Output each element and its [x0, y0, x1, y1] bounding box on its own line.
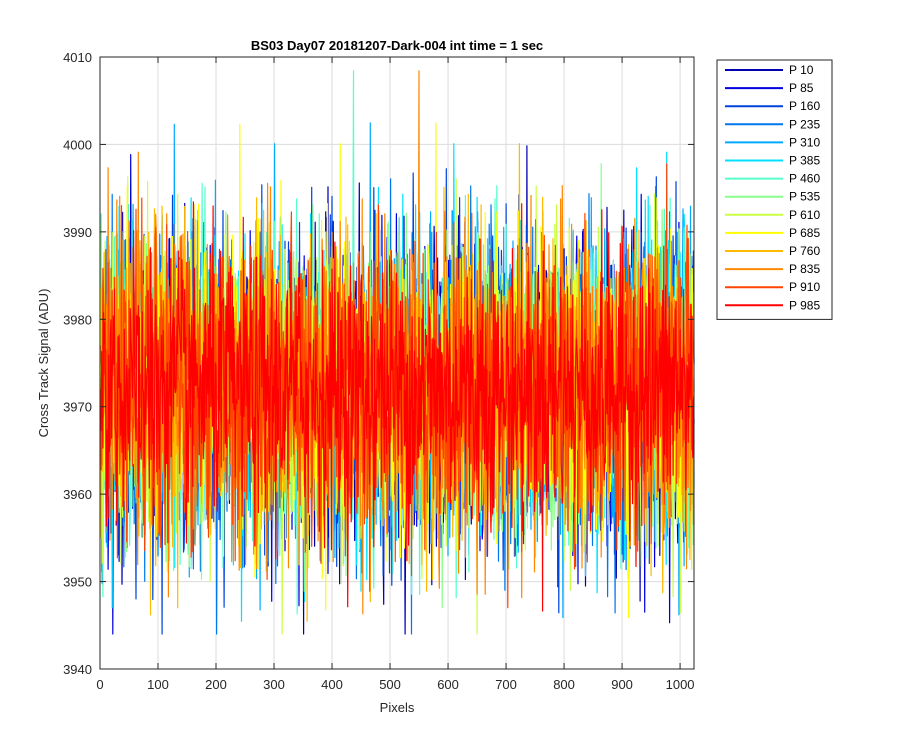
- y-tick-label: 3950: [63, 575, 92, 590]
- legend-label: P 235: [789, 117, 820, 131]
- y-tick-label: 4000: [63, 137, 92, 152]
- legend-box: [716, 59, 833, 320]
- y-axis-label: Cross Track Signal (ADU): [36, 289, 51, 438]
- legend-label: P 985: [789, 298, 820, 312]
- legend-label: P 760: [789, 244, 820, 258]
- x-tick-label: 1000: [666, 677, 695, 692]
- x-tick-label: 500: [379, 677, 401, 692]
- legend-label: P 460: [789, 172, 820, 186]
- legend-label: P 910: [789, 280, 820, 294]
- x-tick-label: 300: [263, 677, 285, 692]
- legend-label: P 10: [789, 63, 814, 77]
- x-tick-label: 200: [205, 677, 227, 692]
- legend-label: P 310: [789, 135, 820, 149]
- y-tick-label: 3990: [63, 225, 92, 240]
- legend-label: P 610: [789, 208, 820, 222]
- y-tick-label: 3940: [63, 662, 92, 677]
- x-tick-label: 0: [96, 677, 103, 692]
- x-tick-label: 700: [495, 677, 517, 692]
- series-line-14: [100, 201, 695, 612]
- legend-label: P 385: [789, 154, 820, 168]
- x-axis-label: Pixels: [380, 700, 415, 715]
- y-tick-label: 3980: [63, 312, 92, 327]
- y-tick-label: 3960: [63, 487, 92, 502]
- y-tick-label: 4010: [63, 50, 92, 65]
- x-tick-label: 100: [147, 677, 169, 692]
- x-tick-label: 800: [553, 677, 575, 692]
- series-lines: [100, 70, 695, 635]
- legend-label: P 835: [789, 262, 820, 276]
- chart-title: BS03 Day07 20181207-Dark-004 int time = …: [251, 38, 543, 53]
- legend-label: P 535: [789, 190, 820, 204]
- x-tick-label: 900: [611, 677, 633, 692]
- axis-ticks: 0 100 200 300 400 500 600 700 800 900 1000 3940 3950…: [63, 50, 694, 692]
- legend-label: P 160: [789, 99, 820, 113]
- legend: P 10 P 85 P 160 P 235 P 310 P 385 P 460 P 535 P …: [716, 59, 833, 320]
- legend-label: P 685: [789, 226, 820, 240]
- x-tick-label: 600: [437, 677, 459, 692]
- y-tick-label: 3970: [63, 400, 92, 415]
- legend-label: P 85: [789, 81, 814, 95]
- x-tick-label: 400: [321, 677, 343, 692]
- axes-box: [99, 56, 695, 670]
